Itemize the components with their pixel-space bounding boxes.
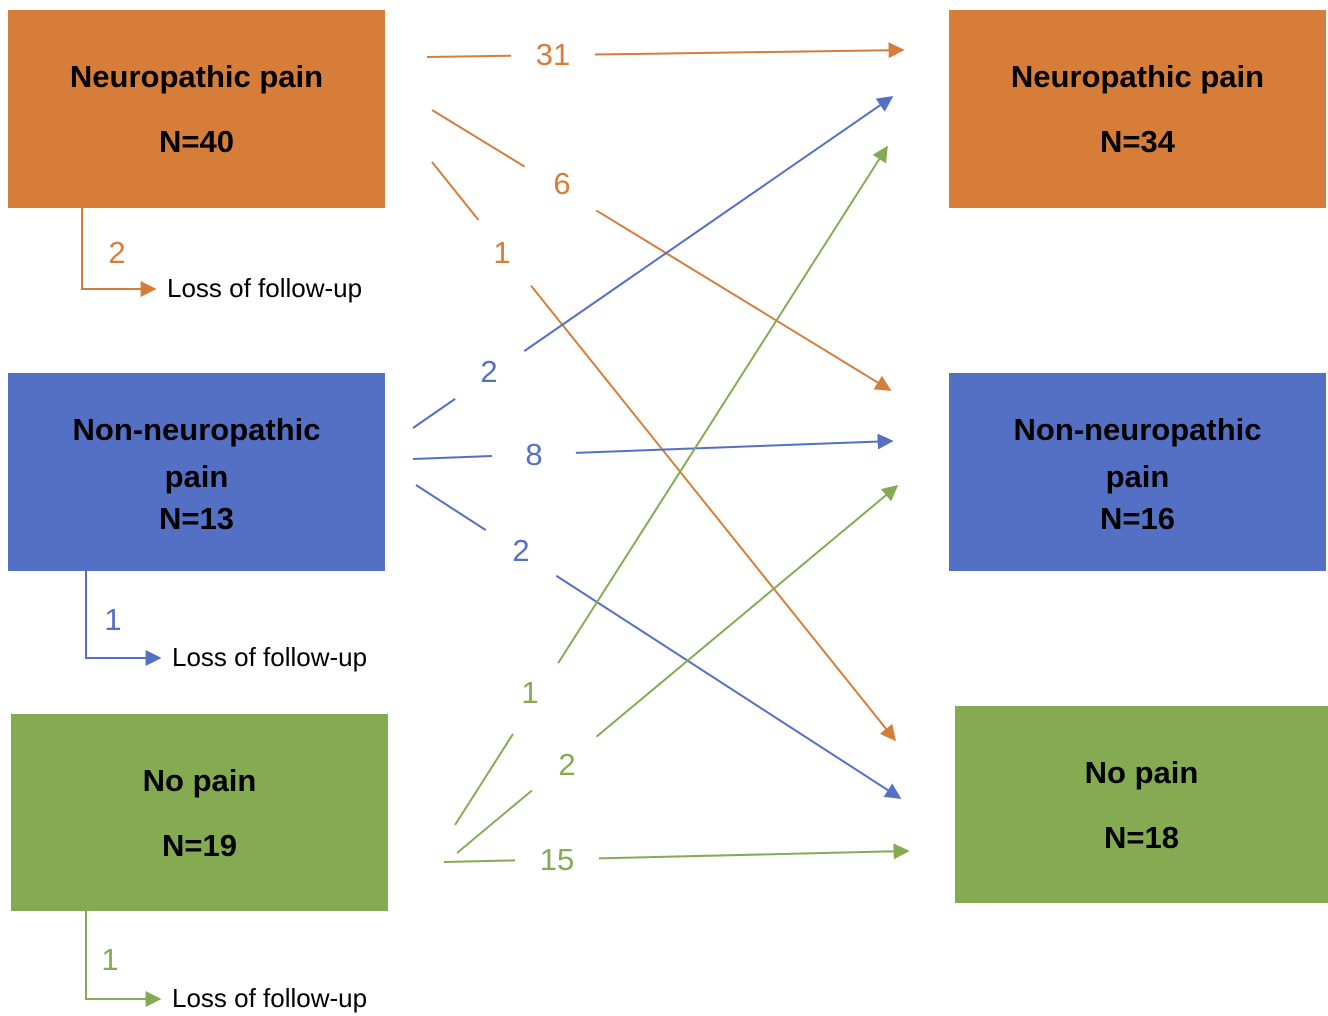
- edge-label: 1: [521, 675, 538, 710]
- left-node: Neuropathic pain N=40: [8, 10, 385, 208]
- edge-line: [443, 859, 515, 863]
- edge-label: 2: [512, 533, 529, 568]
- edge-arrow: [595, 484, 899, 738]
- node-count: N=34: [1100, 124, 1175, 159]
- edge-arrow: [523, 96, 894, 352]
- node-label: No pain: [142, 762, 257, 798]
- edge-line: [426, 54, 511, 58]
- node-count: N=18: [1104, 819, 1179, 855]
- edge-label: 8: [525, 437, 542, 472]
- edge-line: [456, 789, 533, 854]
- loss-text: Loss of follow-up: [172, 642, 367, 672]
- node-count: N=19: [162, 827, 237, 863]
- loss-count: 1: [101, 942, 118, 977]
- edge-label: 1: [493, 235, 510, 270]
- edge-label: 31: [536, 37, 570, 72]
- edge-arrow: [595, 209, 892, 391]
- node-label: Non-neuropathic pain: [1013, 412, 1262, 494]
- node-count: N=40: [159, 124, 234, 159]
- edge-arrow: [555, 574, 902, 799]
- edge-arrow: [594, 42, 905, 59]
- loss-text: Loss of follow-up: [172, 983, 367, 1013]
- edge-arrow: [530, 284, 897, 742]
- edge-arrow: [575, 433, 894, 454]
- loss-count: 2: [108, 235, 125, 270]
- node-count: N=13: [159, 501, 234, 536]
- edge-label: 2: [558, 747, 575, 782]
- node-label: Non-neuropathic pain: [72, 412, 321, 494]
- loss-arrow: [85, 571, 162, 666]
- node-label: Neuropathic pain: [1010, 59, 1265, 94]
- edge-line: [412, 455, 492, 460]
- right-node: No pain N=18: [955, 706, 1328, 903]
- loss-arrow: [85, 911, 162, 1007]
- edge-label: 15: [540, 842, 574, 877]
- left-node: No pain N=19: [11, 714, 388, 911]
- left-node: Non-neuropathic pain N=13: [8, 373, 385, 571]
- right-node: Neuropathic pain N=34: [949, 10, 1326, 208]
- node-label: Neuropathic pain: [69, 59, 324, 94]
- edge-line: [454, 733, 514, 826]
- edge-arrow: [598, 843, 910, 860]
- loss-arrow: [81, 208, 157, 297]
- edge-line: [431, 161, 480, 221]
- edge-line: [415, 484, 487, 531]
- loss-text: Loss of follow-up: [167, 273, 362, 303]
- loss-count: 1: [104, 602, 121, 637]
- edge-label: 6: [553, 166, 570, 201]
- edge-line: [412, 398, 456, 429]
- node-label: No pain: [1084, 754, 1199, 790]
- edge-arrow: [557, 145, 888, 664]
- right-node: Non-neuropathic pain N=16: [949, 373, 1326, 571]
- edge-label: 2: [480, 354, 497, 389]
- node-count: N=16: [1100, 501, 1175, 536]
- edge-line: [431, 109, 526, 168]
